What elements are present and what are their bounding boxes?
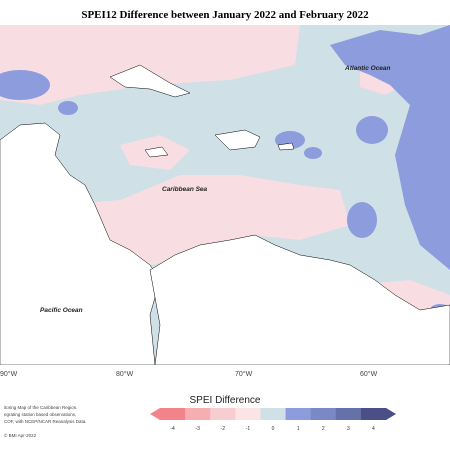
legend-colorbar: -4 -3 -2 -1 0 1 2 3 4 (150, 408, 396, 432)
puerto-rico-land (277, 142, 295, 151)
hispaniola-land (214, 129, 261, 151)
footer-credit: © BMI Apr-2022 (4, 433, 37, 438)
legend-cell (285, 408, 311, 420)
map-title: SPEI12 Difference between January 2022 a… (81, 9, 369, 21)
legend-ticks: -4 -3 -2 -1 0 1 2 3 4 (170, 426, 375, 432)
legend-tick-label: 2 (322, 426, 325, 432)
legend-cells (160, 408, 387, 420)
longitude-tick-80w: 80°W (116, 371, 134, 378)
longitude-tick-70w: 70°W (235, 371, 253, 378)
legend-cell (260, 408, 286, 420)
legend-cell (360, 408, 387, 420)
caribbean-sea-label: Caribbean Sea (162, 186, 208, 193)
legend-tick-label: -4 (170, 426, 175, 432)
spei-difference-map: Atlantic Ocean Caribbean Sea Pacific Oce… (0, 25, 450, 365)
legend-arrow-right (386, 408, 396, 420)
legend-tick-label: -3 (195, 426, 200, 432)
atlantic-ocean-label: Atlantic Ocean (344, 65, 391, 72)
south-america-land (149, 234, 450, 365)
footer-line-1: itoring Map of the Caribbean Region. (4, 405, 78, 410)
legend-tick-label: 3 (347, 426, 350, 432)
longitude-tick-90w: 90°W (0, 371, 18, 378)
cuba-land (109, 64, 191, 98)
ocean-labels: Atlantic Ocean Caribbean Sea Pacific Oce… (40, 65, 391, 314)
legend-cell (235, 408, 261, 420)
legend-tick-label: -2 (221, 426, 226, 432)
legend-arrow-left (150, 408, 160, 420)
legend-tick-label: 0 (272, 426, 275, 432)
legend-cell (335, 408, 362, 420)
legend-cell (310, 408, 337, 420)
jamaica-land (144, 146, 169, 158)
central-america-land (0, 122, 161, 365)
footer-line-2: egrating station based observations, (4, 412, 77, 417)
footer-line-3: COF, with NCEP/NCAR Reanalysis Data. (4, 419, 87, 424)
legend-cell (160, 408, 186, 420)
longitude-tick-60w: 60°W (360, 371, 378, 378)
legend-cell (210, 408, 236, 420)
pacific-ocean-label: Pacific Ocean (40, 307, 83, 314)
legend-cell (185, 408, 211, 420)
legend-tick-label: 4 (372, 426, 375, 432)
legend-title: SPEI Difference (189, 395, 261, 406)
land-masses (0, 64, 450, 365)
legend-tick-label: 1 (297, 426, 300, 432)
legend-tick-label: -1 (246, 426, 251, 432)
